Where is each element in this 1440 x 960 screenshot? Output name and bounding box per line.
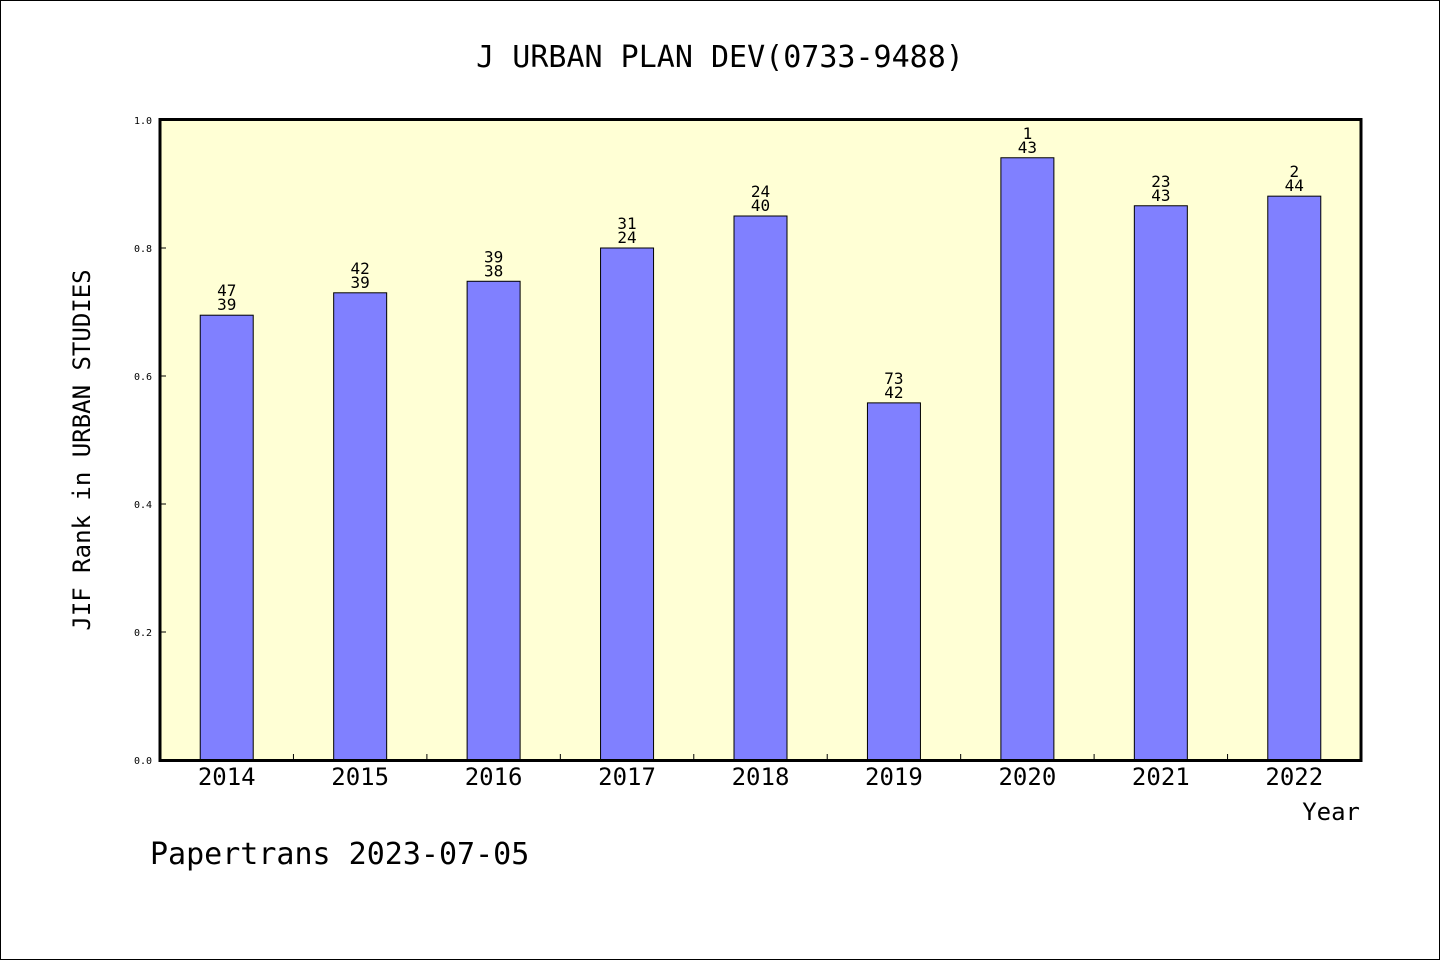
bar-2014	[199, 314, 254, 761]
bar-label-top: 31	[617, 214, 636, 233]
bar-label-top: 24	[751, 182, 770, 201]
bar-label-top: 47	[217, 281, 236, 300]
y-tick-label: 0.2	[134, 628, 152, 639]
x-tick-label: 2016	[465, 763, 523, 791]
x-tick-label: 2015	[331, 763, 389, 791]
bar-label-bottom: 44	[1285, 176, 1304, 195]
y-tick-label: 0.4	[134, 500, 152, 511]
bar-label-top: 39	[484, 247, 503, 266]
x-tick-label: 2021	[1132, 763, 1190, 791]
x-tick-label: 2020	[998, 763, 1056, 791]
bar-2015	[333, 292, 388, 761]
bar-2018	[733, 215, 788, 761]
bar-label-bottom: 39	[351, 273, 370, 292]
y-tick-label: 0.8	[134, 244, 152, 255]
x-tick-label: 2022	[1265, 763, 1323, 791]
bar-2019	[866, 402, 921, 761]
x-tick-label: 2019	[865, 763, 923, 791]
bar-label-top: 23	[1151, 172, 1170, 191]
bar-2022	[1267, 195, 1322, 761]
bar-label-bottom: 39	[217, 295, 236, 314]
bar-2021	[1133, 205, 1188, 761]
chart-title: J URBAN PLAN DEV(0733-9488)	[476, 40, 964, 75]
bar-label-top: 2	[1289, 162, 1299, 181]
x-tick-label: 2014	[198, 763, 256, 791]
bar-label-top: 73	[884, 369, 903, 388]
bar-2020	[1000, 157, 1055, 761]
bar-label-top: 1	[1023, 124, 1033, 143]
y-tick-label: 0.0	[134, 756, 152, 767]
bar-label-bottom: 42	[884, 383, 903, 402]
x-tick-label: 2018	[732, 763, 790, 791]
bar-label-bottom: 43	[1151, 186, 1170, 205]
bar-label-top: 42	[351, 259, 370, 278]
x-axis-label: Year	[1302, 798, 1360, 826]
plot-border	[158, 118, 1363, 762]
footer-text: Papertrans 2023-07-05	[150, 837, 529, 872]
bar-label-bottom: 43	[1018, 138, 1037, 157]
y-tick-label: 1.0	[134, 116, 152, 127]
bar-label-bottom: 38	[484, 261, 503, 280]
bar-2017	[600, 247, 655, 761]
y-axis-label: JIF Rank in URBAN STUDIES	[68, 269, 96, 630]
bar-label-bottom: 40	[751, 196, 770, 215]
x-tick-label: 2017	[598, 763, 656, 791]
y-tick-label: 0.6	[134, 372, 152, 383]
bar-label-bottom: 24	[617, 228, 636, 247]
bar-2016	[466, 280, 521, 761]
